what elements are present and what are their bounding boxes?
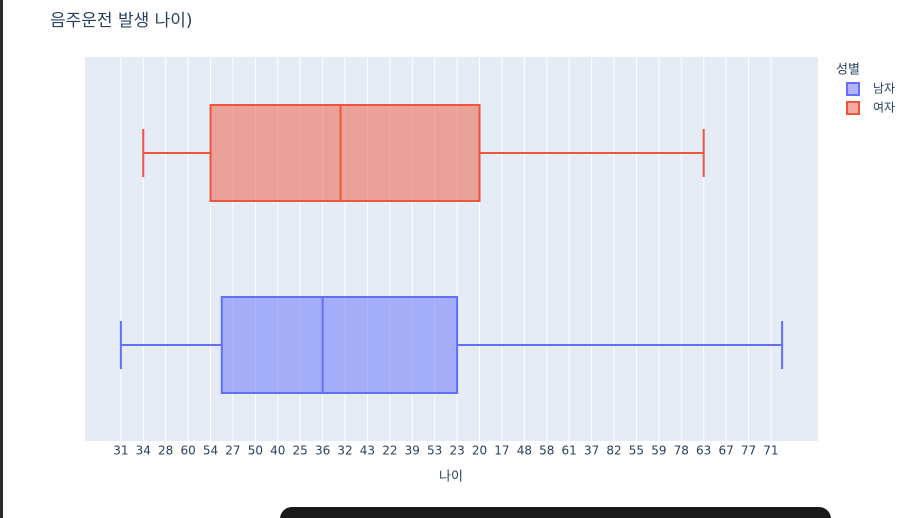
legend-title: 성별 (836, 63, 860, 78)
x-tick-label: 78 (674, 444, 689, 458)
chart-title: 음주운전 발생 나이) (50, 11, 193, 31)
x-tick-label: 50 (248, 444, 263, 458)
x-tick-label: 34 (136, 444, 151, 458)
marks (119, 104, 784, 394)
x-tick-label: 27 (225, 444, 240, 458)
legend-swatch (846, 101, 860, 115)
x-tick-label: 61 (562, 444, 577, 458)
x-tick-label: 60 (180, 444, 195, 458)
x-tick-label: 43 (360, 444, 375, 458)
x-tick-label: 23 (449, 444, 464, 458)
legend-label: 남자 (873, 82, 895, 96)
x-tick-label: 67 (718, 444, 733, 458)
window-edge (0, 0, 3, 518)
bottom-bar (280, 507, 831, 518)
x-tick-label: 36 (315, 444, 330, 458)
x-tick-label: 54 (203, 444, 218, 458)
legend-label: 여자 (873, 101, 895, 115)
x-tick-label: 55 (629, 444, 644, 458)
x-tick-label: 31 (113, 444, 128, 458)
x-tick-label: 58 (539, 444, 554, 458)
x-tick-label: 71 (763, 444, 778, 458)
x-tick-label: 82 (606, 444, 621, 458)
legend-swatch (846, 82, 860, 96)
x-tick-label: 77 (741, 444, 756, 458)
box (209, 104, 481, 202)
x-tick-label: 17 (494, 444, 509, 458)
x-axis-title: 나이 (439, 470, 463, 485)
x-tick-label: 53 (427, 444, 442, 458)
x-tick-label: 40 (270, 444, 285, 458)
x-tick-label: 48 (517, 444, 532, 458)
box-group (119, 296, 784, 394)
x-tick-label: 39 (405, 444, 420, 458)
x-tick-label: 63 (696, 444, 711, 458)
x-tick-label: 59 (651, 444, 666, 458)
x-tick-label: 32 (337, 444, 352, 458)
x-tick-label: 22 (382, 444, 397, 458)
x-tick-label: 28 (158, 444, 173, 458)
box (220, 296, 459, 394)
x-tick-label: 25 (293, 444, 308, 458)
x-tick-label: 20 (472, 444, 487, 458)
x-tick-label: 37 (584, 444, 599, 458)
box-group (142, 104, 705, 202)
